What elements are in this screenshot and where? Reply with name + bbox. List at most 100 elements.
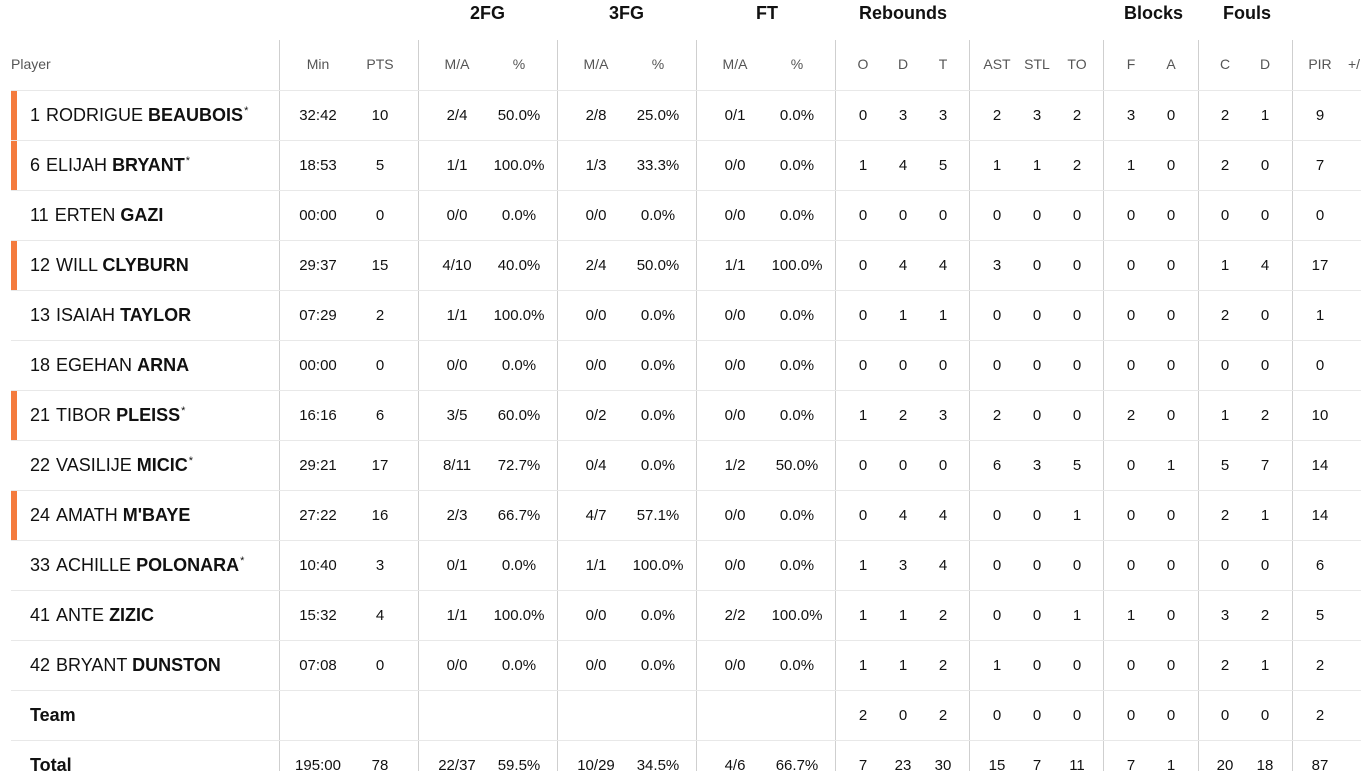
cell-blk-f: 0 (1126, 307, 1136, 324)
column-header-2fg-pct[interactable]: % (512, 56, 526, 72)
player-name[interactable]: 33 ACHILLE POLONARA* (30, 541, 244, 590)
column-header-3fg-ma[interactable]: M/A (583, 56, 609, 72)
player-last-name: M'BAYE (122, 505, 191, 525)
team-label: Team (30, 705, 76, 725)
column-header-ft-ma[interactable]: M/A (722, 56, 748, 72)
cell-blk-f: 0 (1126, 507, 1136, 524)
player-name[interactable]: 6 ELIJAH BRYANT* (30, 141, 190, 190)
player-row[interactable]: 12 WILL CLYBURN 29:37 15 4/10 40.0% 2/4 50.0% 1/… (11, 240, 1361, 290)
cell-fg3-ma: 0/0 (585, 657, 607, 674)
cell-reb-t: 1 (938, 307, 948, 324)
cell-fg2-ma: 0/1 (446, 557, 468, 574)
cell-ft-pct: 0.0% (779, 107, 815, 124)
cell-ast: 3 (992, 257, 1002, 274)
cell-pts: 0 (375, 207, 385, 224)
column-divider (279, 40, 280, 771)
cell-blk-a: 0 (1166, 657, 1176, 674)
player-row[interactable]: 21 TIBOR PLEISS* 16:16 6 3/5 60.0% 0/2 0.0% 0/0 0… (11, 390, 1361, 440)
player-name[interactable]: 41 ANTE ZIZIC (30, 591, 154, 640)
player-name[interactable]: 1 RODRIGUE BEAUBOIS* (30, 91, 248, 140)
column-header-plus-minus[interactable]: +/ (1348, 56, 1361, 72)
cell-pts: 16 (371, 507, 389, 524)
cell-fg3-pct: 33.3% (636, 157, 680, 174)
column-header-foul-c[interactable]: C (1219, 56, 1231, 72)
column-header-stl[interactable]: STL (1024, 56, 1050, 72)
player-row[interactable]: 13 ISAIAH TAYLOR 07:29 2 1/1 100.0% 0/0 0.0% 0/0… (11, 290, 1361, 340)
cell-foul-d: 0 (1260, 307, 1270, 324)
group-header-blocks: Blocks (1124, 3, 1184, 23)
player-name[interactable]: 11 ERTEN GAZI (30, 191, 163, 240)
cell-blk-f: 0 (1126, 357, 1136, 374)
cell-foul-d: 2 (1260, 407, 1270, 424)
cell-fg3-pct: 25.0% (636, 107, 680, 124)
cell-reb-t: 2 (938, 657, 948, 674)
cell-to: 0 (1072, 307, 1082, 324)
player-row[interactable]: 11 ERTEN GAZI 00:00 0 0/0 0.0% 0/0 0.0% 0/0 0.0% 0… (11, 190, 1361, 240)
player-row[interactable]: 24 AMATH M'BAYE 27:22 16 2/3 66.7% 4/7 57.1% 0/0… (11, 490, 1361, 540)
cell-reb-d: 1 (898, 657, 908, 674)
cell-blk-f: 1 (1126, 157, 1136, 174)
player-name[interactable]: 12 WILL CLYBURN (30, 241, 189, 290)
player-row[interactable]: 41 ANTE ZIZIC 15:32 4 1/1 100.0% 0/0 0.0% 2/2 100… (11, 590, 1361, 640)
column-header-blk-a[interactable]: A (1166, 56, 1176, 72)
player-name[interactable]: 13 ISAIAH TAYLOR (30, 291, 191, 340)
cell-blk-a: 0 (1166, 607, 1176, 624)
column-header-pir[interactable]: PIR (1308, 56, 1332, 72)
cell-ft-ma: 4/6 (724, 757, 746, 771)
player-name[interactable]: 21 TIBOR PLEISS* (30, 391, 185, 440)
group-header-3fg: 3FG (609, 3, 645, 23)
cell-ft-pct: 100.0% (771, 607, 823, 624)
column-header-reb-o[interactable]: O (857, 56, 869, 72)
column-header-ft-pct[interactable]: % (790, 56, 804, 72)
cell-ft-pct: 0.0% (779, 557, 815, 574)
group-header-2fg: 2FG (470, 3, 506, 23)
cell-to: 5 (1072, 457, 1082, 474)
cell-pir: 2 (1315, 707, 1325, 724)
player-name[interactable]: 22 VASILIJE MICIC* (30, 441, 193, 490)
cell-foul-d: 0 (1260, 707, 1270, 724)
player-name[interactable]: 18 EGEHAN ARNA (30, 341, 189, 390)
column-header-ast[interactable]: AST (983, 56, 1011, 72)
column-divider (1198, 40, 1199, 771)
cell-to: 1 (1072, 607, 1082, 624)
column-header-min[interactable]: Min (306, 56, 330, 72)
cell-pts: 2 (375, 307, 385, 324)
total-label: Total (30, 755, 72, 771)
player-row[interactable]: 18 EGEHAN ARNA 00:00 0 0/0 0.0% 0/0 0.0% 0/0 0.0%… (11, 340, 1361, 390)
player-row[interactable]: 22 VASILIJE MICIC* 29:21 17 8/11 72.7% 0/4 0.0%… (11, 440, 1361, 490)
cell-ft-pct: 0.0% (779, 407, 815, 424)
player-row[interactable]: 6 ELIJAH BRYANT* 18:53 5 1/1 100.0% 1/3 33.3% 0/… (11, 140, 1361, 190)
cell-foul-d: 2 (1260, 607, 1270, 624)
cell-fg2-pct: 100.0% (493, 157, 545, 174)
cell-foul-c: 0 (1220, 557, 1230, 574)
column-header-2fg-ma[interactable]: M/A (444, 56, 470, 72)
column-header-reb-t[interactable]: T (938, 56, 948, 72)
column-header-to[interactable]: TO (1067, 56, 1087, 72)
player-row[interactable]: 33 ACHILLE POLONARA* 10:40 3 0/1 0.0% 1/1 100.0… (11, 540, 1361, 590)
cell-min: 00:00 (299, 207, 337, 224)
cell-blk-f: 0 (1126, 207, 1136, 224)
player-name[interactable]: 24 AMATH M'BAYE (30, 491, 190, 540)
player-first-name: BRYANT (56, 655, 128, 675)
column-header-blk-f[interactable]: F (1126, 56, 1136, 72)
cell-min: 07:08 (299, 657, 337, 674)
cell-ft-pct: 0.0% (779, 157, 815, 174)
player-last-name: MICIC (136, 455, 188, 475)
cell-reb-o: 1 (858, 557, 868, 574)
player-first-name: ERTEN (54, 205, 116, 225)
total-row[interactable]: Total 195:00 78 22/37 59.5% 10/29 34.5% 4/6 66.7… (11, 740, 1361, 771)
team-row[interactable]: Team 2 0 2 0 0 0 0 0 0 0 2 (11, 690, 1361, 740)
column-header-pts[interactable]: PTS (366, 56, 394, 72)
column-header-reb-d[interactable]: D (897, 56, 909, 72)
player-name[interactable]: 42 BRYANT DUNSTON (30, 641, 221, 690)
column-header-player[interactable]: Player (11, 56, 51, 72)
column-header-foul-d[interactable]: D (1259, 56, 1271, 72)
player-row[interactable]: 42 BRYANT DUNSTON 07:08 0 0/0 0.0% 0/0 0.0% 0/0 0… (11, 640, 1361, 690)
player-last-name: BRYANT (112, 155, 185, 175)
cell-pir: 5 (1315, 607, 1325, 624)
starter-star: * (240, 555, 245, 567)
cell-reb-o: 1 (858, 407, 868, 424)
player-row[interactable]: 1 RODRIGUE BEAUBOIS* 32:42 10 2/4 50.0% 2/8 25.… (11, 90, 1361, 140)
cell-pts: 17 (371, 457, 389, 474)
column-header-3fg-pct[interactable]: % (651, 56, 665, 72)
